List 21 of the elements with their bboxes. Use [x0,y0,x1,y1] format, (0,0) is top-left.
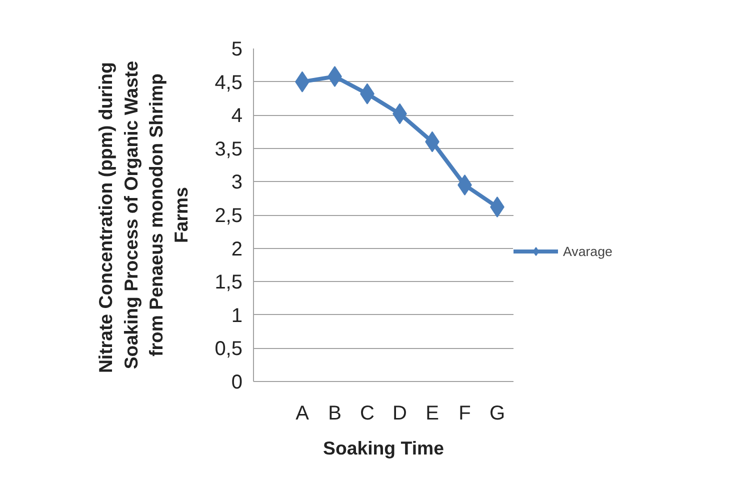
y-tick-label: 1 [231,304,242,327]
y-tick-label: 2 [231,238,242,260]
x-tick-label: G [489,402,506,424]
x-tick-label: C [360,402,374,424]
y-tick-label: 4 [231,105,242,128]
y-tick-label: 1,5 [214,272,243,294]
y-tick-label: 2,5 [214,205,243,227]
y-axis-title: Nitrate Concentration (ppm) during Soaking Process of Organic Waste from Penaeus monodon Shrimp Farms [95,60,192,374]
x-tick-label: B [328,402,342,424]
y-tick-label: 0 [231,372,242,394]
y-tick-label: 0,5 [214,338,243,360]
x-tick-label: A [296,402,310,424]
legend-label: Avarage [563,244,612,258]
y-tick-label: 3,5 [214,138,243,160]
x-tick-label: D [392,402,407,424]
y-tick-label: 5 [231,38,242,60]
x-tick-label: F [458,402,471,424]
x-tick-label: E [426,402,439,424]
y-tick-label: 3 [231,172,242,194]
x-axis-title: Soaking Time [323,438,444,458]
y-tick-label: 4,5 [214,72,243,94]
